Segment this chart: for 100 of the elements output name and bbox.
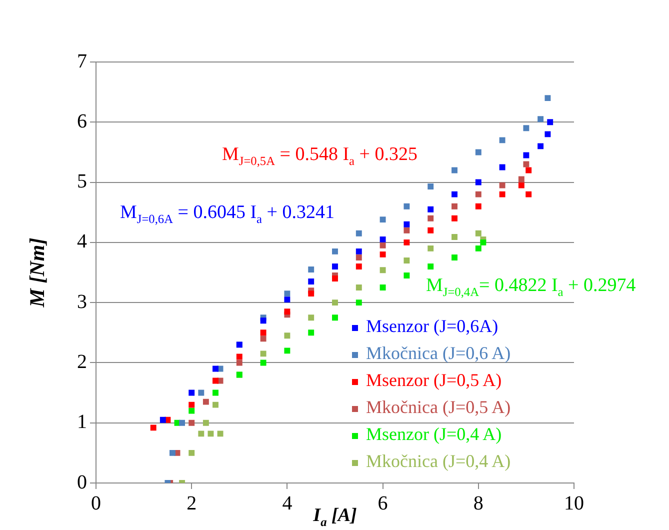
point xyxy=(217,430,224,437)
point xyxy=(198,390,204,396)
point xyxy=(475,179,482,186)
point xyxy=(480,239,486,246)
point xyxy=(544,131,551,138)
point xyxy=(356,284,362,291)
point xyxy=(380,284,386,291)
point xyxy=(212,402,218,408)
point xyxy=(188,402,195,408)
point xyxy=(380,267,386,274)
point xyxy=(404,272,410,278)
point xyxy=(547,119,554,126)
point xyxy=(356,248,362,254)
point xyxy=(380,236,386,242)
point xyxy=(356,254,362,260)
y-tick-label: 2 xyxy=(77,350,87,373)
point xyxy=(475,245,482,252)
point xyxy=(404,227,410,234)
point xyxy=(308,278,314,284)
y-tick-label: 0 xyxy=(77,471,87,494)
point xyxy=(150,424,156,431)
x-tick-label: 10 xyxy=(564,492,584,514)
point xyxy=(518,182,524,188)
point xyxy=(428,227,434,234)
point xyxy=(308,266,314,272)
point xyxy=(284,332,290,339)
point xyxy=(284,308,290,315)
point xyxy=(452,203,458,210)
y-tick-label: 4 xyxy=(77,230,87,253)
point xyxy=(260,336,266,342)
point xyxy=(356,264,362,270)
point xyxy=(526,167,532,174)
point xyxy=(404,203,410,210)
point xyxy=(332,276,338,282)
y-axis-title: M [Nm] xyxy=(25,238,49,308)
legend-label: Msenzor (J=0,4 A) xyxy=(366,424,502,444)
point xyxy=(452,215,458,222)
point xyxy=(538,116,544,122)
legend-label: Mkočnica (J=0,5 A) xyxy=(366,397,511,417)
point xyxy=(380,216,386,223)
point xyxy=(308,330,314,336)
point xyxy=(523,125,530,132)
point xyxy=(260,360,266,366)
y-tick-label: 3 xyxy=(77,290,87,313)
point xyxy=(188,450,195,456)
point xyxy=(428,215,434,222)
point xyxy=(202,420,209,426)
point xyxy=(404,257,410,264)
point xyxy=(499,137,506,144)
point xyxy=(523,152,530,158)
point xyxy=(475,191,482,198)
x-tick-label: 4 xyxy=(282,492,292,514)
point xyxy=(452,167,458,174)
point xyxy=(308,314,314,321)
point xyxy=(160,416,166,423)
point xyxy=(236,360,242,366)
legend-label: Msenzor (J=0,6A) xyxy=(366,316,498,336)
point xyxy=(188,408,195,414)
x-tick-label: 0 xyxy=(91,492,101,514)
point xyxy=(544,95,551,102)
point xyxy=(499,191,506,198)
y-tick-label: 7 xyxy=(77,50,87,72)
y-tick-label: 1 xyxy=(77,411,87,434)
point xyxy=(212,390,218,396)
point xyxy=(332,300,338,306)
point xyxy=(332,264,338,270)
point xyxy=(452,191,458,198)
point xyxy=(452,254,458,260)
point xyxy=(260,350,266,357)
point xyxy=(208,430,214,437)
point xyxy=(380,242,386,248)
point xyxy=(188,420,195,426)
point xyxy=(380,251,386,258)
point xyxy=(356,230,362,236)
point xyxy=(170,450,176,456)
point xyxy=(212,378,218,384)
point xyxy=(499,164,506,170)
point xyxy=(475,149,482,156)
point xyxy=(518,176,524,182)
x-tick-label: 2 xyxy=(186,492,197,514)
x-tick-label: 8 xyxy=(473,492,484,514)
point xyxy=(428,206,434,212)
point xyxy=(404,239,410,246)
y-tick-label: 5 xyxy=(77,170,87,193)
point xyxy=(179,420,186,426)
point xyxy=(308,290,314,297)
legend-label: Msenzor (J=0,5 A) xyxy=(366,370,502,390)
y-tick-label: 6 xyxy=(77,110,87,132)
x-tick-label: 6 xyxy=(378,492,388,514)
point xyxy=(523,161,530,168)
point xyxy=(452,234,458,240)
point xyxy=(499,182,506,188)
point xyxy=(428,245,434,252)
point xyxy=(332,248,338,254)
point xyxy=(202,398,209,405)
point xyxy=(260,330,266,336)
point xyxy=(236,354,242,360)
point xyxy=(284,290,290,297)
point xyxy=(332,314,338,321)
point xyxy=(198,430,204,437)
